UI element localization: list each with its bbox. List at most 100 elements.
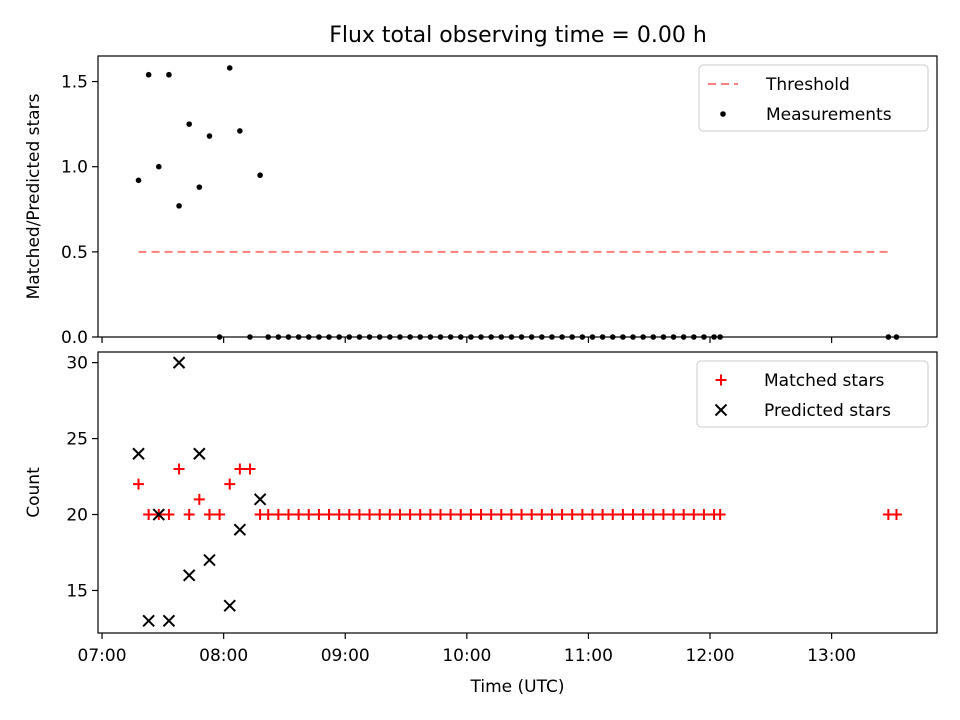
measurements-point <box>316 334 322 340</box>
matched-stars-point <box>313 509 325 521</box>
measurements-point <box>569 334 576 340</box>
matched-stars-point <box>244 463 256 475</box>
counts-axes: 15 20 25 30 07:00 08:00 09:00 10:00 11:00 12:00 13… <box>24 351 938 697</box>
measurements-point <box>206 133 213 139</box>
measurements-point <box>447 334 454 340</box>
measurements-point <box>265 334 272 340</box>
predicted-stars-point <box>132 447 145 460</box>
measurements-point <box>346 334 353 340</box>
measurements-point <box>468 334 474 340</box>
matched-stars-point <box>143 509 155 521</box>
x-tick-label: 12:00 <box>686 646 735 666</box>
measurements-point <box>549 334 555 340</box>
matched-stars-point <box>546 509 558 521</box>
measurements-point <box>135 177 142 184</box>
measurements-point <box>691 334 697 340</box>
measurements-point <box>376 334 383 340</box>
matched-stars-point <box>698 509 710 521</box>
matched-stars-point <box>343 509 355 521</box>
measurements-point <box>275 334 282 340</box>
measurements-point <box>166 71 172 78</box>
legend-handle-measurements <box>720 111 726 117</box>
legend-box <box>698 64 929 132</box>
measurements-point <box>417 334 424 340</box>
matched-stars-point <box>424 509 436 521</box>
measurements-point <box>885 334 892 340</box>
predicted-stars-point <box>233 523 247 536</box>
matched-stars-point <box>163 509 175 521</box>
measurements-point <box>437 334 444 340</box>
axes-frame <box>97 351 938 634</box>
x-tick-label: 13:00 <box>807 646 856 666</box>
matched-stars-point <box>183 509 195 521</box>
measurements-point <box>579 334 586 340</box>
measurements-point <box>226 65 233 71</box>
matched-stars-point <box>607 509 619 521</box>
matched-stars-point <box>586 509 598 521</box>
legend-handle-matched-stars <box>715 374 727 386</box>
measurements-point <box>539 334 545 340</box>
measurements-point <box>366 334 373 340</box>
y-axis-label: Matched/Predicted stars <box>24 93 44 299</box>
y-tick-label: 1.0 <box>61 158 88 178</box>
measurements-point <box>498 334 505 340</box>
measurements-axes: 0.0 0.5 1.0 1.5 Matched/Predicted stars Thres… <box>24 55 938 348</box>
measurements-point <box>609 334 616 340</box>
matched-stars-point <box>272 509 284 521</box>
measurements-point <box>599 334 606 340</box>
measurements-point <box>186 121 192 127</box>
measurements-point <box>257 172 263 179</box>
y-tick-label: 15 <box>66 581 88 601</box>
matched-stars-point <box>536 509 548 521</box>
measurements-point <box>176 203 182 209</box>
matched-stars-point <box>434 509 446 521</box>
matched-stars-point <box>262 509 274 521</box>
measurements-point <box>478 334 484 340</box>
matched-stars-point <box>353 509 365 521</box>
x-tick-label: 07:00 <box>78 646 127 666</box>
y-tick-label: 0.5 <box>61 243 88 263</box>
measurements-point <box>670 334 677 340</box>
measurements-point <box>589 334 596 340</box>
measurements-point <box>650 334 657 340</box>
measurements-point <box>893 334 900 340</box>
matched-stars-point <box>668 509 680 521</box>
matched-stars-point <box>133 478 145 490</box>
x-tick-label: 11:00 <box>564 646 613 666</box>
y-axis-label: Count <box>24 467 44 518</box>
matched-stars-point <box>475 509 487 521</box>
predicted-stars-point <box>152 508 166 521</box>
measurements-point <box>640 334 646 340</box>
matched-stars-point <box>173 463 185 475</box>
measurements-point <box>518 334 525 340</box>
legend-label-measurements: Measurements <box>766 105 892 125</box>
matched-stars-point <box>455 509 467 521</box>
measurements-point <box>326 334 332 340</box>
matched-stars-point <box>505 509 517 521</box>
measurements-point <box>717 334 723 340</box>
predicted-stars-point <box>142 614 155 628</box>
matched-stars-point <box>293 509 305 521</box>
y-tick-label: 30 <box>66 354 88 374</box>
matched-stars-point <box>414 509 426 521</box>
measurements-point <box>701 334 707 340</box>
measurements-point <box>508 334 515 340</box>
plot-area <box>132 356 902 628</box>
measurements-point <box>295 334 302 340</box>
figure-title: Flux total observing time = 0.00 h <box>329 23 707 48</box>
matched-stars-point <box>374 509 386 521</box>
legend-handle-predicted-stars <box>714 403 728 417</box>
x-tick-label: 08:00 <box>199 646 248 666</box>
measurements-point <box>427 334 434 340</box>
measurements-point <box>336 334 342 340</box>
measurements-point <box>285 334 292 340</box>
matched-stars-point <box>657 509 669 521</box>
measurements-point <box>356 334 363 340</box>
measurements-point <box>630 334 636 340</box>
matched-stars-point <box>214 509 226 521</box>
matched-stars-point <box>193 493 205 505</box>
matched-stars-point <box>445 509 457 521</box>
plot-area <box>135 65 900 340</box>
axes-frame <box>97 55 938 338</box>
